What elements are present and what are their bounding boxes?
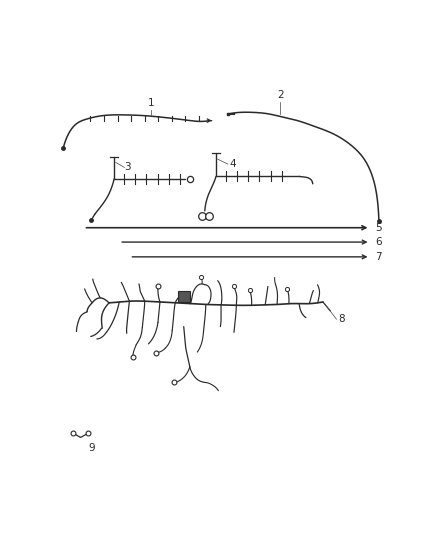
Text: 6: 6	[375, 237, 382, 247]
Text: 1: 1	[148, 98, 155, 108]
Text: 3: 3	[124, 163, 131, 172]
Text: 2: 2	[277, 90, 284, 100]
Bar	[178, 290, 190, 302]
Text: 7: 7	[375, 252, 382, 262]
Text: 8: 8	[338, 314, 345, 324]
Text: 4: 4	[230, 159, 236, 169]
Text: 5: 5	[375, 223, 382, 233]
Text: 9: 9	[88, 443, 95, 453]
